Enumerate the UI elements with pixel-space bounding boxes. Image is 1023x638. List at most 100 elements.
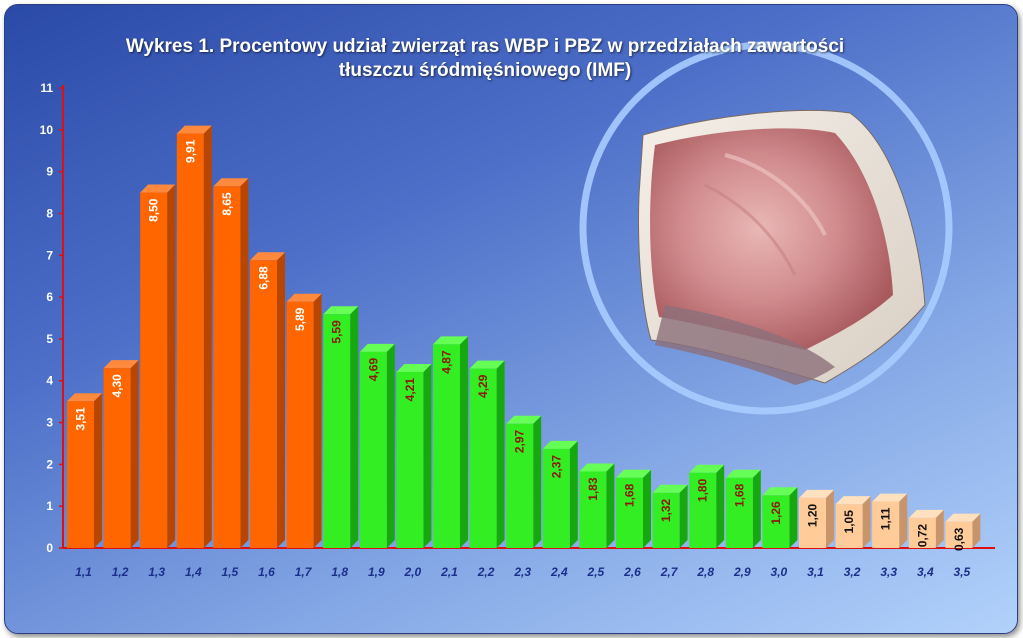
- x-tick-label: 2,8: [696, 565, 714, 579]
- bar-side: [643, 469, 651, 548]
- bar-front: [286, 301, 314, 548]
- x-tick-label: 2,0: [404, 565, 422, 579]
- bar-side: [386, 343, 395, 548]
- bar: 6,88: [250, 252, 285, 549]
- bars: 3,51 4,30 8,50 9,91 8,65 6,88 5,89 5,59 4,69 4,21…: [67, 125, 981, 551]
- x-tick-label: 3,3: [880, 565, 897, 579]
- bar-side: [972, 513, 981, 548]
- y-tick-label: 8: [46, 206, 53, 220]
- bar-top: [359, 343, 395, 352]
- photo-ring: [579, 41, 953, 415]
- bar-top: [799, 489, 834, 498]
- bar-top: [689, 464, 725, 473]
- bar-front: [396, 371, 424, 548]
- bar-top: [396, 363, 432, 372]
- bar-side: [569, 440, 578, 548]
- bar: 4,69: [359, 343, 395, 548]
- bar-top: [908, 509, 944, 518]
- bar: 2,37: [542, 440, 578, 548]
- bar-value-label: 2,97: [513, 429, 527, 453]
- bar-front: [359, 351, 387, 548]
- chart-plot: 0 1 2 3 4 5 6 7 8 9 10 11 3,51 4,30 8,50 9,91 8,65 6,88 5…: [40, 41, 995, 579]
- bar-top: [872, 493, 908, 502]
- bar-value-label: 4,69: [366, 358, 380, 382]
- bar-top: [542, 440, 578, 449]
- x-tick-label: 1,2: [112, 565, 129, 579]
- bar-top: [286, 293, 322, 302]
- bar-value-label: 4,29: [476, 374, 490, 398]
- bar-front: [616, 477, 643, 548]
- bar: 5,59: [323, 306, 359, 548]
- x-tick-label: 2,3: [513, 565, 531, 579]
- bar-top: [835, 496, 871, 505]
- bar-side: [313, 293, 322, 548]
- bar-top: [176, 125, 212, 134]
- bar-value-label: 8,50: [147, 198, 161, 222]
- photo-bone: [655, 305, 835, 385]
- bar-value-label: 1,20: [806, 503, 820, 527]
- bar-top: [103, 360, 139, 369]
- bar-side: [789, 487, 798, 548]
- bar: 1,05: [835, 496, 871, 548]
- y-tick-label: 3: [46, 416, 53, 430]
- bar-front: [323, 314, 351, 548]
- bar-value-label: 1,80: [696, 478, 710, 502]
- bar: 1,68: [725, 469, 761, 548]
- bar: 2,97: [506, 415, 542, 548]
- bar-top: [762, 487, 798, 496]
- bar: 9,91: [176, 125, 212, 548]
- bar: 8,50: [140, 184, 176, 548]
- bar-value-label: 0,72: [915, 524, 929, 548]
- bar-value-label: 4,87: [440, 350, 454, 374]
- bar: 0,63: [945, 513, 981, 551]
- bar-top: [213, 178, 249, 187]
- bar: 1,68: [616, 469, 651, 548]
- bar-side: [277, 252, 285, 549]
- bar-front: [542, 448, 570, 548]
- bar-front: [908, 517, 936, 548]
- bar-value-label: 9,91: [183, 139, 197, 163]
- bar: 1,32: [652, 484, 688, 548]
- bar: 1,26: [762, 487, 798, 548]
- x-tick-label: 3,2: [844, 565, 861, 579]
- bar-side: [94, 393, 102, 548]
- x-tick-labels: 1,1 1,2 1,3 1,4 1,5 1,6 1,7 1,8 1,9 2,0 2,1 2,2 2,3 2…: [75, 565, 970, 579]
- bar-value-label: 1,05: [842, 510, 856, 534]
- bar: 1,80: [689, 464, 725, 548]
- bar-front: [67, 401, 94, 548]
- x-tick-label: 1,7: [295, 565, 313, 579]
- bar: 4,87: [433, 336, 468, 548]
- x-tick-label: 1,3: [148, 565, 165, 579]
- bar-side: [716, 464, 725, 548]
- x-tick-label: 1,1: [75, 565, 92, 579]
- bar-front: [945, 521, 973, 548]
- bar-value-label: 5,59: [330, 320, 344, 344]
- x-tick-label: 2,6: [623, 565, 641, 579]
- bar-front: [103, 368, 131, 548]
- y-tick-label: 6: [46, 290, 53, 304]
- bar-value-label: 1,68: [732, 483, 746, 507]
- x-tick-label: 1,9: [368, 565, 385, 579]
- y-tick-labels: 0 1 2 3 4 5 6 7 8 9 10 11: [40, 81, 63, 555]
- bar: 3,51: [67, 393, 102, 548]
- bar-side: [460, 336, 468, 548]
- bar-side: [167, 184, 176, 548]
- bar-top: [250, 252, 285, 261]
- bar-front: [250, 260, 277, 548]
- bar-side: [240, 178, 249, 549]
- bar-top: [579, 463, 615, 472]
- chart-frame: 0 1 2 3 4 5 6 7 8 9 10 11 3,51 4,30 8,50 9,91 8,65 6,88 5…: [4, 4, 1018, 634]
- bar-top: [652, 484, 688, 493]
- bar-top: [725, 469, 761, 478]
- y-tick-label: 2: [46, 457, 53, 471]
- bar-front: [579, 471, 607, 548]
- x-tick-label: 3,5: [954, 565, 971, 579]
- bar-value-label: 1,32: [659, 498, 673, 522]
- bar-front: [652, 492, 680, 548]
- x-tick-label: 1,5: [222, 565, 239, 579]
- bar-top: [506, 415, 542, 424]
- bar-value-label: 1,68: [623, 483, 637, 507]
- bar-side: [130, 360, 139, 548]
- bar-side: [826, 489, 834, 548]
- bar-value-label: 0,63: [952, 527, 966, 551]
